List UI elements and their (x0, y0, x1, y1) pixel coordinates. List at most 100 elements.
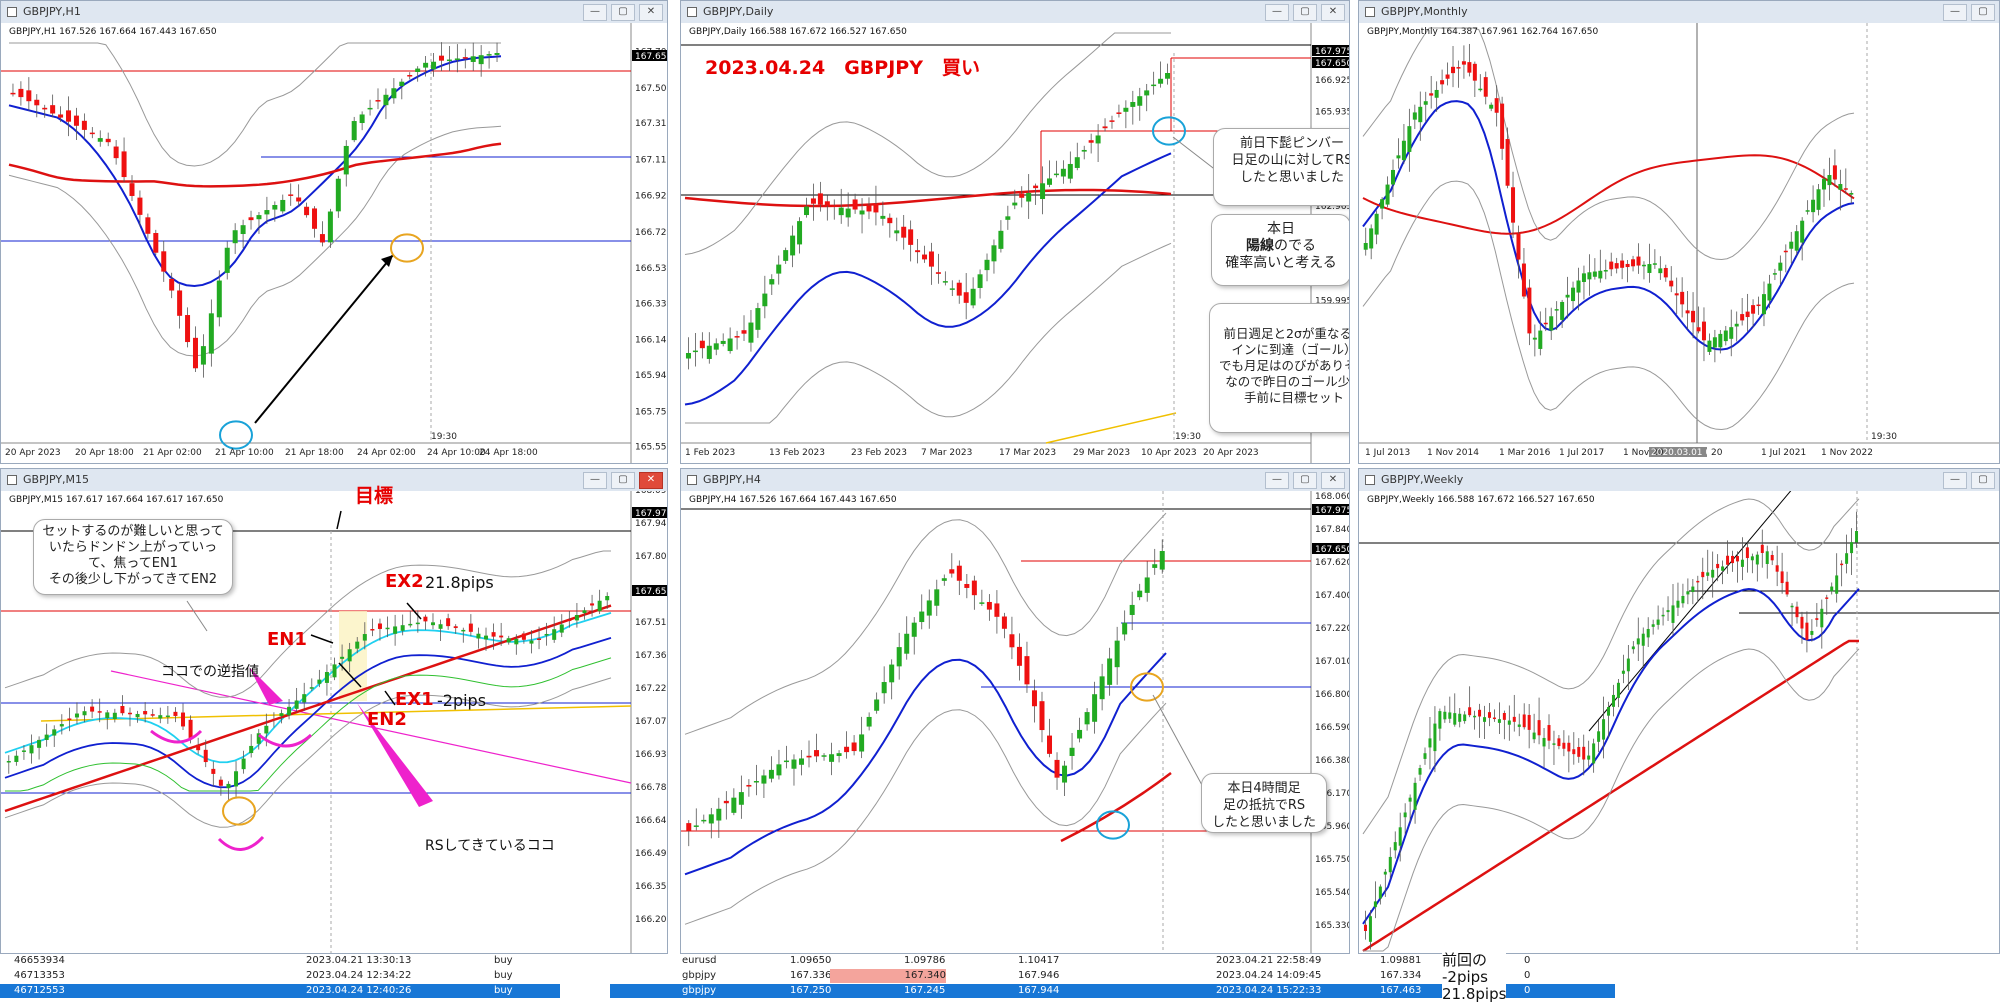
chart-window-m15[interactable]: GBPJPY,M15 — ▢ ✕ 168.090 167.945 167.800 167.… (0, 468, 668, 954)
candle-body (1478, 709, 1482, 717)
candle-body (1602, 719, 1606, 740)
candle-body (203, 749, 208, 763)
table-row-selected[interactable]: 46712553 2023.04.24 12:40:26 buy (0, 984, 560, 998)
y-tick-label: 167.220 (1315, 624, 1350, 634)
y-tick-label: 167.220 (635, 684, 668, 694)
ma-blue (4, 637, 612, 789)
maximize-button[interactable]: ▢ (611, 4, 635, 21)
swap-cell: 0 (1524, 985, 1531, 996)
arrow-magenta (249, 667, 283, 705)
chart-plot-area[interactable] (1359, 491, 1999, 953)
price-cell: 167.334 (1380, 970, 1422, 981)
chart-svg (1359, 491, 1999, 953)
chart-plot-area[interactable]: 1 Jul 2013 1 Nov 2014 1 Mar 2016 1 Jul 2017… (1359, 23, 1999, 463)
window-titlebar[interactable]: GBPJPY,M15 — ▢ ✕ (1, 469, 667, 492)
candle-body (1547, 725, 1551, 741)
chart-window-monthly[interactable]: GBPJPY,Monthly — ▢ 1 Jul 2013 1 Nov 2014 1 … (1358, 0, 2000, 464)
close-button[interactable]: ✕ (1321, 472, 1345, 489)
table-row-selected[interactable]: gbpjpy 167.250 167.245 167.944 2023.04.2… (610, 984, 1615, 998)
orders-table-left: 46653934 2023.04.21 13:30:13 buy 4671335… (0, 954, 560, 1005)
chart-plot-area[interactable]: 167.700167.505167.310167.115166.920166.7… (1, 23, 667, 463)
minimize-button[interactable]: — (1943, 472, 1967, 489)
table-row[interactable]: 46713353 2023.04.24 12:34:22 buy (0, 969, 560, 983)
candle-body (1614, 263, 1619, 269)
candle-body (685, 353, 691, 359)
candle-body (264, 725, 269, 734)
candle-body (177, 290, 183, 316)
candle-body (1770, 554, 1774, 561)
candle-body (423, 62, 429, 68)
candle-body (1562, 742, 1566, 749)
candle-body (327, 211, 333, 243)
close-button[interactable]: ✕ (639, 472, 663, 489)
close-button[interactable]: ✕ (639, 4, 663, 21)
minimize-button[interactable]: — (1265, 472, 1289, 489)
minimize-button[interactable]: — (1943, 4, 1967, 21)
chart-window-daily[interactable]: GBPJPY,Daily —▢✕ 166.925165.935164.94516… (680, 0, 1350, 464)
callout-bullish: 本日 陽線のでる 確率高いと考える (1211, 214, 1349, 286)
candle-body (798, 758, 804, 765)
candle-body (1750, 556, 1754, 561)
maximize-button[interactable]: ▢ (1293, 4, 1317, 21)
chart-plot-area[interactable]: 168.060 167.840 167.620 167.400 167.220 167.0… (681, 491, 1349, 953)
close-button[interactable]: ✕ (1321, 4, 1345, 21)
maximize-button[interactable]: ▢ (1971, 4, 1995, 21)
maximize-button[interactable]: ▢ (1293, 472, 1317, 489)
window-titlebar[interactable]: GBPJPY,H1 — ▢ ✕ (1, 1, 667, 24)
table-row[interactable]: gbpjpy 167.336 167.340 167.946 2023.04.2… (610, 969, 1615, 983)
candle-body (686, 823, 692, 831)
candle-body (1165, 73, 1171, 79)
chart-window-weekly[interactable]: GBPJPY,Weekly — ▢ GBPJPY,Weekly 166.588 1… (1358, 468, 2000, 954)
candle-body (1740, 559, 1744, 567)
candle-body (1451, 66, 1456, 74)
candle-body (824, 201, 830, 206)
candle-body (1800, 616, 1804, 629)
ticket-cell: 46712553 (14, 985, 65, 996)
x-tick-label: 24 Apr 18:00 (479, 448, 538, 458)
candle-body (1123, 107, 1129, 112)
chart-window-h1[interactable]: GBPJPY,H1 —▢✕ 167.700167.505167.310167.1… (0, 0, 668, 464)
window-titlebar[interactable]: GBPJPY,Monthly — ▢ (1359, 1, 1999, 24)
candle-body (1130, 101, 1136, 107)
arrow-magenta (357, 703, 433, 807)
table-row[interactable]: eurusd 1.09650 1.09786 1.10417 2023.04.2… (610, 954, 1615, 968)
candle-body (984, 259, 990, 271)
x-tick-label: 23 Feb 2023 (851, 448, 907, 458)
x-tick-label: 13 Feb 2023 (769, 448, 825, 458)
sl-cell: 167.245 (904, 985, 946, 996)
candle-body (1716, 563, 1720, 569)
maximize-button[interactable]: ▢ (611, 472, 635, 489)
candle-body (1552, 743, 1556, 745)
window-titlebar[interactable]: GBPJPY,H4 — ▢ ✕ (681, 469, 1349, 492)
plot-bg (681, 491, 1349, 953)
chart-window-h4[interactable]: GBPJPY,H4 — ▢ ✕ 168.060 167.840 167.620 167.4… (680, 468, 1350, 954)
maximize-button[interactable]: ▢ (1971, 472, 1995, 489)
window-titlebar[interactable]: GBPJPY,Daily — ▢ ✕ (681, 1, 1349, 24)
candle-body (1625, 263, 1630, 268)
candle-body (90, 706, 95, 712)
minimize-button[interactable]: — (1265, 4, 1289, 21)
y-tick-label: 166.380 (1315, 756, 1350, 766)
result-line: -2pips (1442, 968, 1488, 986)
symbol-info: GBPJPY,M15 167.617 167.664 167.617 167.6… (9, 495, 224, 505)
candle-body (97, 711, 102, 713)
window-title: GBPJPY,Daily (703, 5, 774, 18)
x-tick-label: 1 Mar 2016 (1499, 448, 1551, 458)
candle-body (1378, 886, 1382, 899)
table-row[interactable]: 46653934 2023.04.21 13:30:13 buy (0, 954, 560, 968)
y-tick-label: 166.930 (635, 750, 668, 760)
candle-body (1412, 112, 1417, 120)
candle-body (296, 197, 302, 202)
candle-body (1723, 330, 1728, 342)
candle-body (746, 784, 752, 787)
candle-body (1706, 572, 1710, 576)
minimize-button[interactable]: — (583, 472, 607, 489)
candle-body (1772, 273, 1777, 275)
candle-body (567, 619, 572, 622)
candle-body (370, 628, 375, 631)
candle-body (1726, 555, 1730, 565)
trend-yellow (1045, 412, 1177, 444)
candle-body (804, 206, 809, 216)
window-titlebar[interactable]: GBPJPY,Weekly — ▢ (1359, 469, 1999, 492)
minimize-button[interactable]: — (583, 4, 607, 21)
